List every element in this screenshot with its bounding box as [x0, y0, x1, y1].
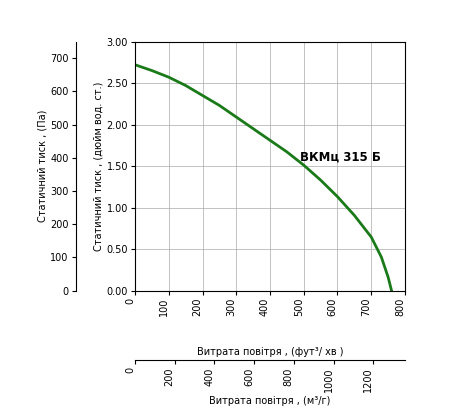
Y-axis label: Статичний тиск , (Па): Статичний тиск , (Па): [37, 110, 47, 222]
Y-axis label: Статичний тиск , (дюйм вод. ст.): Статичний тиск , (дюйм вод. ст.): [94, 81, 104, 251]
X-axis label: Витрата повітря , (фут³/ хв ): Витрата повітря , (фут³/ хв ): [197, 347, 343, 356]
Text: ВКМц 315 Б: ВКМц 315 Б: [300, 150, 381, 163]
X-axis label: Витрата повітря , (м³/г): Витрата повітря , (м³/г): [209, 396, 331, 406]
